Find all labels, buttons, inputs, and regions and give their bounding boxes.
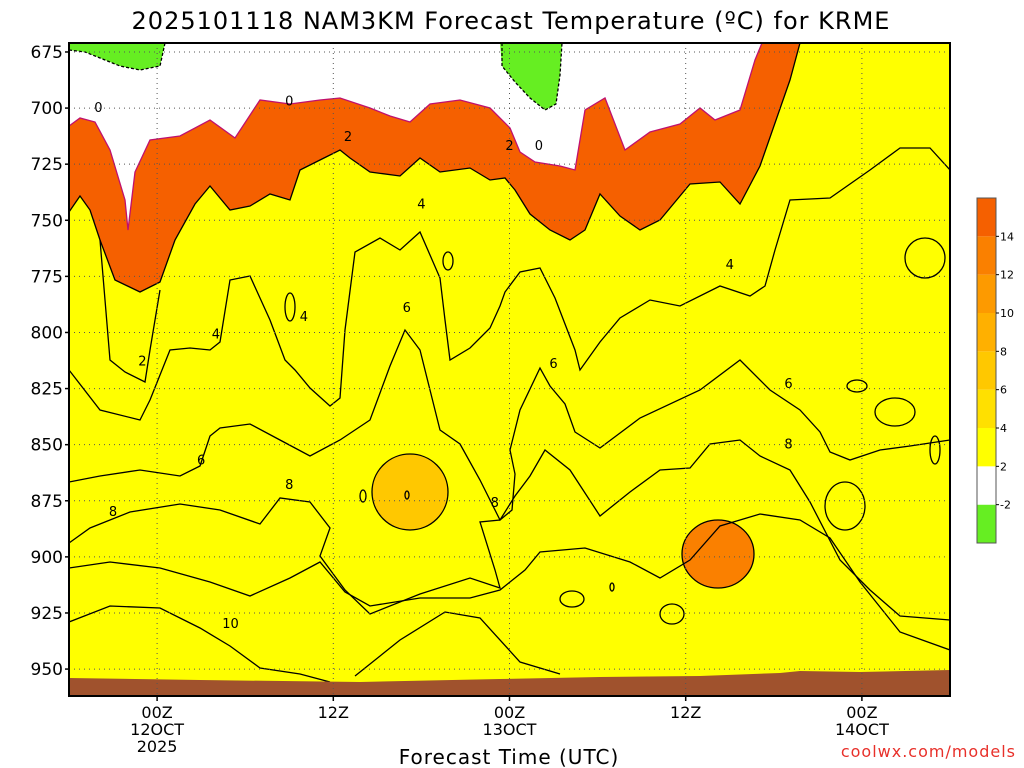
colorbar: 14 12 10 8 6 4 2 -2	[976, 197, 1014, 544]
plot-area: 0 0 0 2 2 2 4 4 4 4 6 6 6 6 8 8 8 8 10	[69, 43, 950, 696]
x-tick-label: 13OCT	[483, 720, 537, 739]
contour-8c	[69, 439, 950, 621]
contour-label: 2	[138, 355, 146, 370]
x-axis-label: Forecast Time (UTC)	[399, 745, 620, 768]
x-tick-label: 00Z	[846, 703, 877, 722]
colorbar-swatch	[977, 198, 996, 237]
y-tick-label: 900	[31, 548, 63, 568]
contour-small-6	[929, 435, 941, 465]
contour-10c	[69, 513, 950, 651]
contour-label: 0	[285, 94, 293, 109]
x-tick-label: 2025	[137, 737, 178, 756]
colorbar-swatch	[977, 351, 996, 390]
contour-small-1	[442, 251, 454, 271]
warm-cell-1	[682, 520, 754, 588]
band-below-0	[69, 43, 762, 230]
contour-small-3	[904, 237, 946, 279]
x-tick-label: 14OCT	[835, 720, 889, 739]
y-tick-label: 800	[31, 323, 63, 343]
y-tick-label: 950	[31, 660, 63, 680]
colorbar-frame	[976, 197, 997, 544]
contour-label: 4	[726, 258, 734, 273]
colorbar-swatch	[977, 466, 996, 505]
contour-small-5	[874, 397, 916, 427]
contour-cool-cell	[371, 453, 449, 531]
cool-cell-1	[372, 454, 448, 530]
colorbar-tick-label: 8	[1000, 345, 1007, 358]
chart-title: 2025101118 NAM3KM Forecast Temperature (…	[132, 7, 891, 35]
contour-lines	[69, 43, 950, 683]
contour-label: 8	[784, 438, 792, 453]
contour-warm-cell	[681, 519, 755, 589]
contour-label: 8	[285, 478, 293, 493]
x-tick-label: 12Z	[670, 703, 701, 722]
contour-small-8	[659, 603, 685, 625]
contour-label: 2	[505, 139, 513, 154]
contour-label: 8	[491, 496, 499, 511]
x-tick-label: 12OCT	[130, 720, 184, 739]
contour-small-10	[359, 489, 367, 503]
contour-label: 0	[94, 101, 102, 116]
contour-label: 6	[784, 377, 792, 392]
contour-small-12	[609, 582, 615, 592]
colorbar-swatch	[977, 389, 996, 428]
contour-label: 8	[109, 505, 117, 520]
contour-small-4	[846, 379, 868, 393]
y-tick-label: 750	[31, 211, 63, 231]
colorbar-tick-label: -2	[1000, 499, 1011, 512]
y-tick-label: 700	[31, 99, 63, 119]
colorbar-swatch	[977, 236, 996, 275]
y-tick-label: 725	[31, 155, 63, 175]
contour-label: 10	[222, 617, 239, 632]
colorbar-tick-label: 4	[1000, 422, 1007, 435]
colorbar-swatch	[977, 274, 996, 313]
contour-label: 0	[535, 139, 543, 154]
x-tick-label: 00Z	[141, 703, 172, 722]
contour-4c	[69, 147, 950, 421]
contour-0c	[69, 43, 763, 231]
y-tick-label: 825	[31, 380, 63, 400]
contour-label: 4	[212, 328, 220, 343]
contour-label: 6	[197, 453, 205, 468]
contour-label: 4	[417, 198, 425, 213]
y-tick-label: 925	[31, 604, 63, 624]
band-below-minus2-center	[500, 43, 562, 110]
contour-small-11	[404, 490, 410, 500]
x-tick-label: 12Z	[318, 703, 349, 722]
contour-label: 2	[344, 130, 352, 145]
credit-link[interactable]: coolwx.com/models	[841, 742, 1016, 761]
band-below-minus2-left	[69, 43, 165, 70]
colorbar-tick-label: 6	[1000, 384, 1007, 397]
y-tick-label: 675	[31, 43, 63, 63]
y-axis: 675 700 725 750 775 800 825 850 875 900 925 950	[31, 43, 69, 680]
contour-label: 4	[300, 310, 308, 325]
contour-small-9	[824, 481, 866, 531]
y-tick-label: 850	[31, 436, 63, 456]
contour-label: 6	[403, 301, 411, 316]
colorbar-tick-label: 12	[1000, 269, 1014, 282]
colorbar-swatch	[977, 428, 996, 467]
contour-2c	[69, 43, 801, 293]
contour-12c	[69, 605, 561, 683]
y-tick-label: 775	[31, 267, 63, 287]
colorbar-tick-label: 10	[1000, 307, 1014, 320]
colorbar-tick-label: 14	[1000, 230, 1014, 243]
contour-small-2	[284, 292, 296, 322]
y-tick-label: 875	[31, 492, 63, 512]
colorbar-tick-label: 2	[1000, 460, 1007, 473]
contour-labels: 0 0 0 2 2 2 4 4 4 4 6 6 6 6 8 8 8 8 10	[94, 94, 792, 632]
contour-small-7	[559, 590, 585, 608]
x-tick-label: 00Z	[494, 703, 525, 722]
contour-6c	[69, 328, 950, 522]
colorbar-swatch	[977, 313, 996, 352]
contour-label: 6	[549, 357, 557, 372]
contour-2c-trough	[99, 239, 161, 383]
colorbar-swatch	[977, 504, 996, 543]
